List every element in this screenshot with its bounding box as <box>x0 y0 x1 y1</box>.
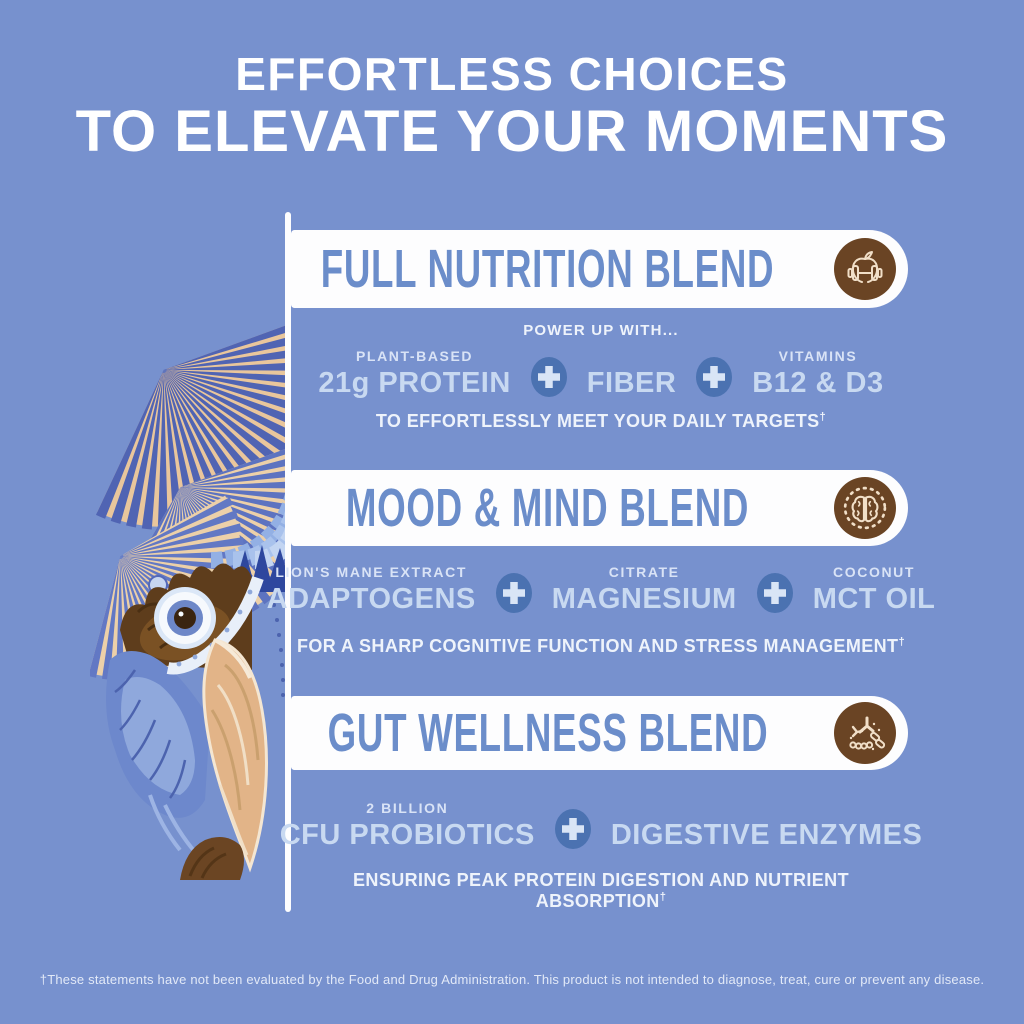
banner-title-full-nutrition: FULL NUTRITION BLEND <box>320 239 775 299</box>
outro-text: TO EFFORTLESSLY MEET YOUR DAILY TARGETS <box>375 411 820 431</box>
section-gut-wellness: 2 BILLION CFU PROBIOTICS DIGESTIVE ENZYM… <box>280 800 922 912</box>
banner-title-mood-mind: MOOD & MIND BLEND <box>345 478 750 538</box>
banner-gut-wellness: GUT WELLNESS BLEND <box>291 696 908 770</box>
paper-art-bird-illustration <box>90 323 290 880</box>
blue-cheek-feathers <box>106 651 210 854</box>
dotted-seam <box>272 603 285 697</box>
plus-icon <box>696 357 733 397</box>
nutrient-item: DIGESTIVE ENZYMES <box>611 800 922 850</box>
bird-eye <box>154 587 216 649</box>
nutrient-name: B12 & D3 <box>752 367 884 399</box>
nutrient-item: PLANT-BASED 21g PROTEIN <box>318 348 510 398</box>
nutrient-item: LION'S MANE EXTRACT ADAPTOGENS <box>267 564 476 614</box>
nutrient-label: VITAMINS <box>778 348 858 364</box>
outro-text: FOR A SHARP COGNITIVE FUNCTION AND STRES… <box>296 636 899 656</box>
nutrient-name: ADAPTOGENS <box>266 583 476 615</box>
dagger-mark: † <box>819 411 827 423</box>
nutrient-item: 2 BILLION CFU PROBIOTICS <box>280 800 535 850</box>
nutrient-row: 2 BILLION CFU PROBIOTICS DIGESTIVE ENZYM… <box>280 800 922 850</box>
plus-icon <box>530 357 567 397</box>
section-outro: ENSURING PEAK PROTEIN DIGESTION AND NUTR… <box>291 870 911 912</box>
nutrient-row: PLANT-BASED 21g PROTEIN FIBER VITAMINS B… <box>291 348 911 398</box>
nutrient-name: FIBER <box>586 367 677 399</box>
nutrient-item: VITAMINS B12 & D3 <box>752 348 883 398</box>
banner-full-nutrition: FULL NUTRITION BLEND <box>291 230 908 308</box>
dagger-mark: † <box>898 636 906 648</box>
brain-icon <box>834 477 896 539</box>
nutrient-label: CITRATE <box>608 564 680 580</box>
section-outro: TO EFFORTLESSLY MEET YOUR DAILY TARGETS† <box>291 411 911 432</box>
headline-line1: EFFORTLESS CHOICES <box>235 48 789 100</box>
banner-title-gut-wellness: GUT WELLNESS BLEND <box>327 703 768 763</box>
plus-icon <box>554 809 591 849</box>
section-full-nutrition: POWER UP WITH... PLANT-BASED 21g PROTEIN… <box>291 322 911 432</box>
probiotics-icon <box>834 702 896 764</box>
plus-icon <box>756 573 793 613</box>
section-intro: POWER UP WITH... <box>523 322 679 339</box>
outro-text: ENSURING PEAK PROTEIN DIGESTION AND NUTR… <box>353 870 849 911</box>
nutrient-label: LION'S MANE EXTRACT <box>275 564 467 580</box>
section-outro: FOR A SHARP COGNITIVE FUNCTION AND STRES… <box>291 636 911 657</box>
nutrient-label: 2 BILLION <box>366 800 449 816</box>
nutrient-name: MAGNESIUM <box>551 583 737 615</box>
nutrient-name: DIGESTIVE ENZYMES <box>610 819 923 851</box>
vertical-rail-line <box>285 212 291 912</box>
nutrient-name: 21g PROTEIN <box>318 367 511 399</box>
striped-fan-upper-left <box>96 323 290 530</box>
nutrient-name: MCT OIL <box>812 583 936 615</box>
headline-line2: TO ELEVATE YOUR MOMENTS <box>75 99 949 164</box>
dagger-mark: † <box>659 891 667 903</box>
nutrient-row: LION'S MANE EXTRACT ADAPTOGENS CITRATE M… <box>267 564 935 614</box>
section-mood-mind: LION'S MANE EXTRACT ADAPTOGENS CITRATE M… <box>267 564 935 657</box>
nutrient-label: COCONUT <box>833 564 916 580</box>
headline: EFFORTLESS CHOICES TO ELEVATE YOUR MOMEN… <box>0 48 1024 162</box>
apple-dumbbell-icon <box>834 238 896 300</box>
banner-mood-mind: MOOD & MIND BLEND <box>291 470 908 546</box>
plus-icon <box>495 573 532 613</box>
nutrient-item: FIBER <box>587 348 677 398</box>
nutrient-item: CITRATE MAGNESIUM <box>552 564 737 614</box>
nutrient-name: CFU PROBIOTICS <box>279 819 535 851</box>
nutrient-item: COCONUT MCT OIL <box>813 564 936 614</box>
beak <box>202 638 268 873</box>
nutrient-label: PLANT-BASED <box>355 348 474 364</box>
brown-tuft <box>180 836 244 880</box>
fda-disclaimer: †These statements have not been evaluate… <box>39 972 985 987</box>
